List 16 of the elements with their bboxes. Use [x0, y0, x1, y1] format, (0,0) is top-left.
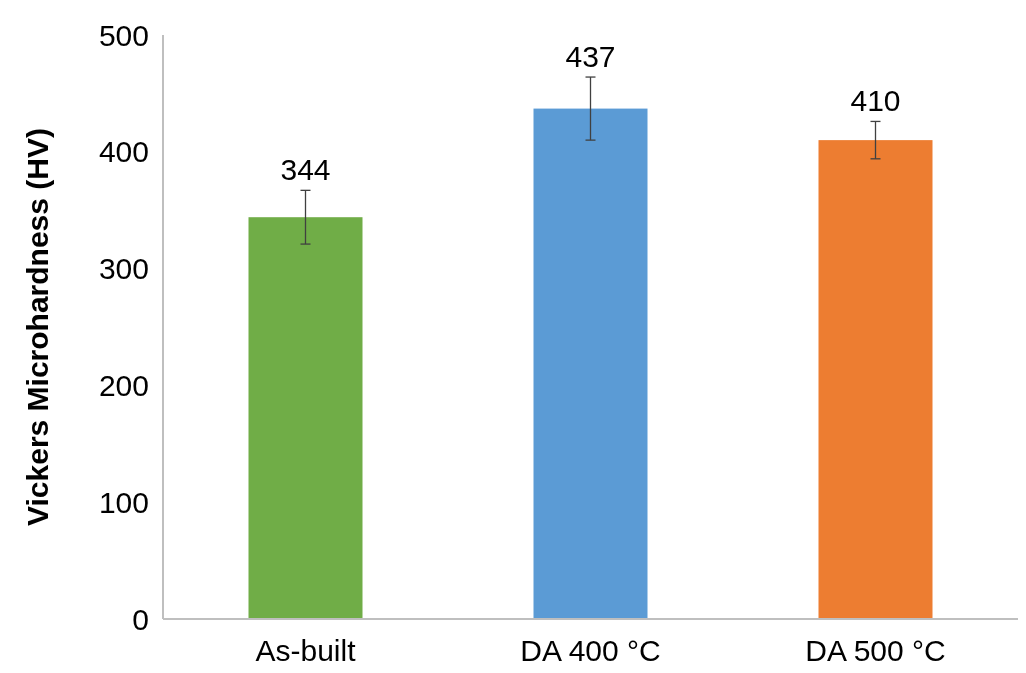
- y-tick-label: 500: [98, 18, 149, 52]
- data-label: 410: [850, 84, 901, 118]
- y-tick-label: 400: [98, 135, 149, 169]
- x-tick-label: DA 400 °C: [520, 634, 661, 667]
- x-tick-label: As-built: [255, 634, 357, 667]
- y-tick-label: 0: [132, 602, 149, 636]
- y-tick-label: 200: [98, 368, 149, 402]
- y-tick-label: 300: [98, 252, 149, 286]
- data-label: 437: [565, 40, 616, 74]
- bar: [248, 217, 363, 619]
- bar: [533, 108, 648, 619]
- y-tick-label: 100: [98, 485, 149, 519]
- x-tick-label: DA 500 °C: [805, 634, 946, 667]
- y-axis-title: Vickers Microhardness (HV): [21, 128, 54, 526]
- data-label: 344: [280, 153, 331, 187]
- bar: [818, 140, 933, 619]
